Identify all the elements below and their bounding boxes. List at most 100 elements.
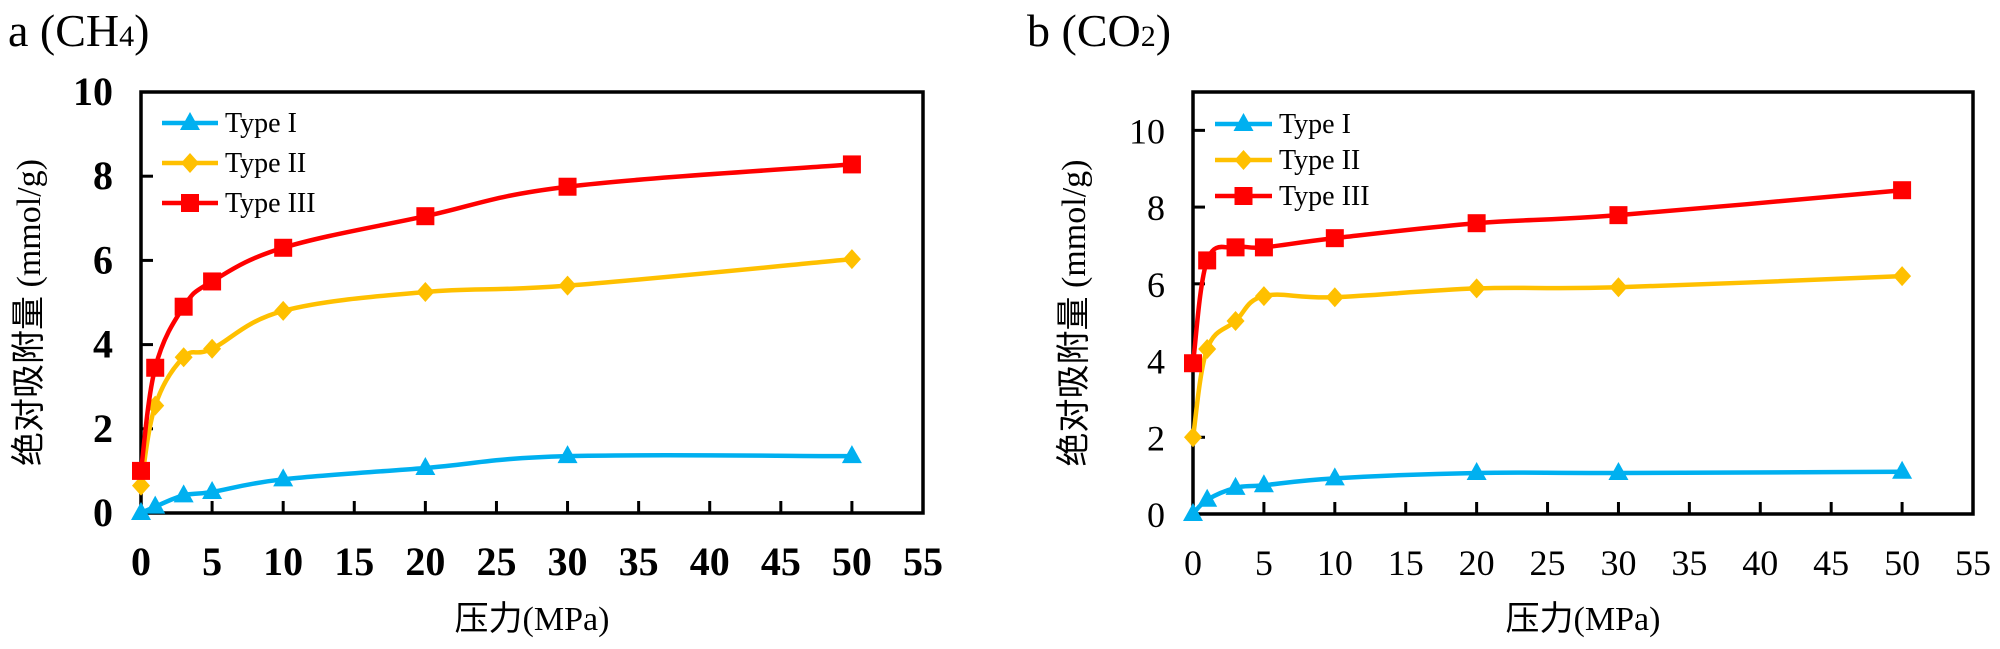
y-tick-label: 8 — [93, 153, 113, 198]
data-point — [1325, 229, 1344, 248]
data-point — [1225, 476, 1246, 495]
data-point — [1198, 339, 1217, 360]
legend-label: Type III — [1279, 181, 1370, 212]
series-type-i — [1183, 460, 1913, 521]
x-tick-label: 20 — [1459, 543, 1495, 583]
data-point — [558, 275, 577, 296]
series-type-ii — [132, 249, 861, 496]
data-point — [1466, 461, 1487, 480]
y-tick-label: 2 — [93, 406, 113, 451]
data-point — [1609, 277, 1628, 298]
series-type-i — [131, 445, 862, 520]
x-tick-label: 15 — [334, 539, 374, 584]
y-tick-label: 4 — [93, 322, 113, 367]
legend-item: Type I — [1215, 109, 1351, 140]
data-point — [274, 300, 293, 321]
series-line — [1190, 187, 1905, 366]
data-point — [145, 495, 166, 514]
chart-a: a (CH4) 0 2 4 6 8 10 0 5 10 15 20 25 30 35 40 45 50 55 压力(M… — [8, 5, 943, 638]
x-axis-title-a: 压力(MPa) — [455, 600, 610, 638]
data-point — [132, 461, 150, 480]
data-point — [1893, 266, 1912, 287]
data-point — [1609, 206, 1628, 225]
data-point — [1184, 354, 1202, 373]
y-axis-title-b: 绝对吸附量 (mmol/g) — [1055, 160, 1093, 467]
y-tick-label: 6 — [1147, 265, 1165, 305]
data-point — [1467, 278, 1486, 299]
data-point — [1893, 181, 1912, 200]
legend-label: Type III — [225, 188, 316, 219]
y-tick-label: 0 — [1147, 495, 1165, 535]
x-tick-label: 45 — [761, 539, 801, 584]
data-point — [1467, 214, 1486, 233]
plot-frame-a — [139, 90, 925, 515]
x-tick-label: 30 — [548, 539, 588, 584]
x-tick-label: 20 — [405, 539, 445, 584]
legend-label: Type I — [225, 108, 297, 139]
legend-label: Type I — [1279, 109, 1351, 140]
panel-label-a: a (CH4) — [8, 5, 149, 56]
x-tick-label: 45 — [1813, 543, 1849, 583]
data-point — [202, 480, 223, 499]
data-point — [557, 445, 578, 464]
data-point — [1226, 238, 1245, 257]
series-line — [1190, 273, 1905, 440]
data-point — [1324, 467, 1345, 486]
x-tick-label: 5 — [202, 539, 222, 584]
data-point — [1197, 488, 1218, 507]
data-point — [841, 445, 862, 464]
series-type-ii — [1184, 266, 1912, 448]
x-tick-label: 10 — [263, 539, 303, 584]
y-tick-label: 10 — [73, 69, 113, 114]
legend-item: Type III — [1215, 181, 1370, 212]
legend-marker — [181, 194, 199, 212]
data-point — [1325, 287, 1344, 308]
x-tick-label: 30 — [1600, 543, 1636, 583]
legend-item: Type II — [162, 148, 306, 179]
data-point — [416, 207, 435, 226]
y-tick-label: 4 — [1147, 342, 1165, 382]
x-tick-label: 5 — [1255, 543, 1273, 583]
data-point — [173, 484, 194, 503]
y-tick-label: 6 — [93, 237, 113, 282]
legend-marker — [180, 112, 200, 130]
x-tick-label: 50 — [832, 539, 872, 584]
x-tick-label: 55 — [903, 539, 943, 584]
data-point — [203, 338, 222, 359]
x-tick-label: 35 — [619, 539, 659, 584]
series-line — [138, 162, 855, 474]
series-line — [138, 256, 855, 488]
data-point — [1184, 427, 1202, 448]
data-point — [274, 238, 293, 257]
y-tick-label: 2 — [1147, 418, 1165, 458]
legend-marker — [1234, 187, 1253, 205]
legend-label: Type II — [1279, 145, 1360, 176]
x-axis-title-b: 压力(MPa) — [1506, 600, 1661, 638]
data-point — [558, 177, 577, 196]
x-tick-label: 35 — [1671, 543, 1707, 583]
panel-label-b: b (CO2) — [1027, 5, 1171, 56]
data-point — [416, 281, 435, 302]
data-point — [842, 249, 861, 270]
data-point — [1254, 286, 1273, 307]
y-axis-title-a: 绝对吸附量 (mmol/g) — [10, 159, 48, 466]
legend-item: Type III — [162, 188, 316, 219]
data-point — [1198, 251, 1217, 270]
series-type-iii — [1184, 181, 1912, 373]
x-tick-label: 15 — [1388, 543, 1424, 583]
x-tick-label: 50 — [1884, 543, 1920, 583]
data-point — [1183, 503, 1203, 521]
data-point — [1608, 461, 1629, 480]
data-point — [1226, 311, 1245, 332]
data-point — [1254, 238, 1273, 257]
x-tick-label: 40 — [1742, 543, 1778, 583]
data-point — [174, 297, 193, 316]
x-tick-label: 10 — [1317, 543, 1353, 583]
legend-marker — [1234, 150, 1253, 170]
x-tick-label: 25 — [1530, 543, 1566, 583]
data-point — [1892, 460, 1913, 479]
data-point — [146, 358, 165, 377]
y-tick-label: 8 — [1147, 188, 1165, 228]
legend-item: Type I — [162, 108, 297, 139]
series-type-iii — [132, 155, 861, 480]
